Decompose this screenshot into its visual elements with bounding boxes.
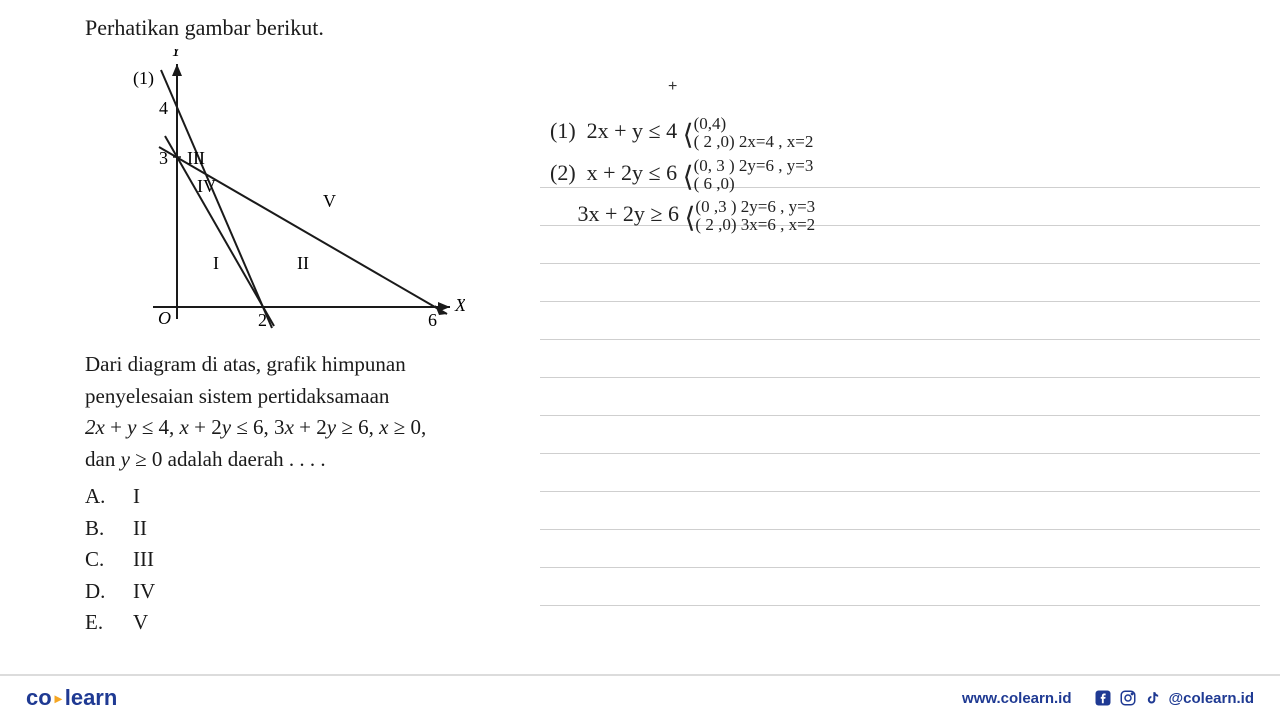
crosshair-cursor-icon: + bbox=[668, 78, 677, 96]
problem-line: penyelesaian sistem pertidaksamaan bbox=[85, 381, 460, 413]
svg-text:V: V bbox=[323, 191, 336, 211]
problem-line: 2x + y ≤ 4, x + 2y ≤ 6, 3x + 2y ≥ 6, x ≥… bbox=[85, 412, 460, 444]
logo-dot-icon: ▸ bbox=[55, 690, 62, 707]
option-c: C.III bbox=[85, 544, 460, 576]
svg-text:4: 4 bbox=[159, 98, 168, 118]
svg-text:III: III bbox=[187, 148, 205, 168]
svg-text:X: X bbox=[454, 295, 465, 315]
svg-text:Y: Y bbox=[171, 49, 183, 60]
instruction-text: Perhatikan gambar berikut. bbox=[85, 15, 460, 41]
colearn-logo: co ▸ learn bbox=[26, 685, 117, 711]
tiktok-icon[interactable] bbox=[1144, 689, 1162, 707]
svg-text:IV: IV bbox=[197, 176, 216, 196]
social-handle[interactable]: @colearn.id bbox=[1169, 690, 1254, 707]
hw-line: (1) 2x + y ≤ 4 ⟨(0,4)( 2 ,0) 2x=4 , x=2 bbox=[550, 115, 1250, 157]
svg-text:(1): (1) bbox=[133, 68, 154, 89]
logo-text-co: co bbox=[26, 685, 52, 711]
option-e: E.V bbox=[85, 607, 460, 639]
social-icons: @colearn.id bbox=[1094, 689, 1254, 707]
question-panel: Perhatikan gambar berikut. Y X O 4 3 2 6 bbox=[0, 0, 490, 660]
option-d: D.IV bbox=[85, 576, 460, 608]
hw-line: (2) x + 2y ≤ 6 ⟨(0, 3 ) 2y=6 , y=3( 6 ,0… bbox=[550, 157, 1250, 199]
option-a: A.I bbox=[85, 481, 460, 513]
svg-text:II: II bbox=[297, 253, 309, 273]
problem-statement: Dari diagram di atas, grafik himpunan pe… bbox=[85, 349, 460, 475]
instagram-icon[interactable] bbox=[1119, 689, 1137, 707]
facebook-icon[interactable] bbox=[1094, 689, 1112, 707]
hw-line: 3x + 2y ≥ 6 ⟨(0 ,3 ) 2y=6 , y=3( 2 ,0) 3… bbox=[550, 198, 1250, 240]
problem-line: dan y ≥ 0 adalah daerah . . . . bbox=[85, 444, 460, 476]
answer-options: A.I B.II C.III D.IV E.V bbox=[85, 481, 460, 639]
handwritten-work: (1) 2x + y ≤ 4 ⟨(0,4)( 2 ,0) 2x=4 , x=2 … bbox=[550, 115, 1250, 240]
footer-right: www.colearn.id @colearn.id bbox=[962, 689, 1254, 707]
svg-text:I: I bbox=[213, 253, 219, 273]
option-b: B.II bbox=[85, 513, 460, 545]
footer-bar: co ▸ learn www.colearn.id @colearn.id bbox=[0, 674, 1280, 720]
svg-text:6: 6 bbox=[428, 310, 437, 330]
website-link[interactable]: www.colearn.id bbox=[962, 690, 1071, 707]
logo-text-learn: learn bbox=[65, 685, 118, 711]
coordinate-diagram: Y X O 4 3 2 6 (1) III IV bbox=[125, 49, 465, 339]
problem-line: Dari diagram di atas, grafik himpunan bbox=[85, 349, 460, 381]
svg-text:O: O bbox=[158, 308, 171, 328]
handwriting-panel: + (1) 2x + y ≤ 4 ⟨(0,4)( 2 ,0) 2x=4 , x=… bbox=[490, 0, 1280, 660]
